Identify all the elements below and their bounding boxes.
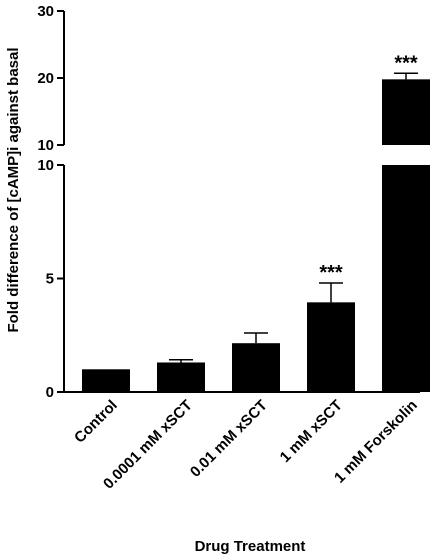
y-tick-label-upper-2: 30 <box>37 3 54 20</box>
bar-0 <box>82 369 130 392</box>
significance-label-4: *** <box>394 52 418 74</box>
bar-2 <box>232 343 280 392</box>
bar-3 <box>307 302 355 392</box>
y-tick-label-upper-1: 20 <box>37 70 54 87</box>
y-axis-title: Fold difference of [cAMP]i against basal <box>5 47 22 332</box>
y-tick-label-lower-2: 10 <box>37 157 54 174</box>
bar-1 <box>157 362 205 392</box>
x-tick-label-3: 1 mM xSCT <box>277 397 346 466</box>
x-tick-label-4: 1 mM Forskolin <box>331 397 421 487</box>
bar-4-upper <box>382 79 430 145</box>
bar-4-lower <box>382 165 430 392</box>
x-tick-label-2: 0.01 mM xSCT <box>187 397 271 481</box>
y-tick-label-lower-0: 0 <box>46 384 54 401</box>
y-tick-label-lower-1: 5 <box>46 271 54 288</box>
significance-label-3: *** <box>319 262 343 284</box>
x-tick-label-0: Control <box>71 397 121 447</box>
y-tick-label-upper-0: 10 <box>37 137 54 154</box>
x-axis-title: Drug Treatment <box>195 538 306 555</box>
